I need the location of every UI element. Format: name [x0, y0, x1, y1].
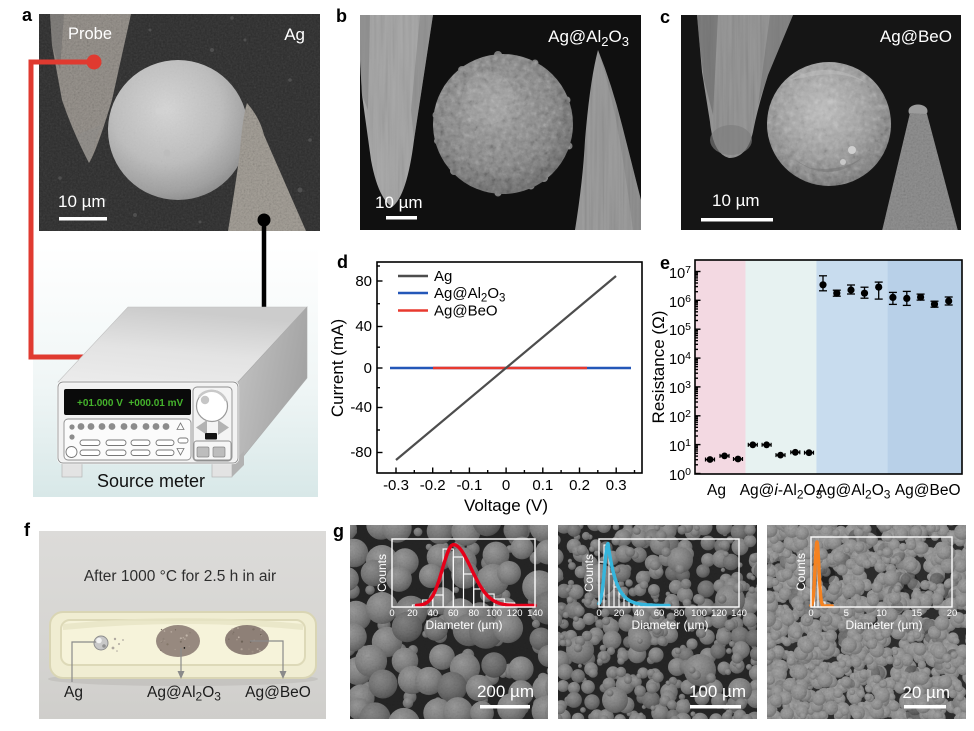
svg-text:+01.000 V +000.01 mV: +01.000 V +000.01 mV: [77, 398, 184, 409]
svg-text:Ag: Ag: [284, 25, 305, 44]
svg-text:100: 100: [691, 608, 707, 619]
svg-text:c: c: [660, 7, 670, 27]
svg-text:Ag@Al2O3: Ag@Al2O3: [434, 285, 505, 305]
svg-text:0.3: 0.3: [606, 477, 627, 494]
svg-text:-0.3: -0.3: [383, 477, 409, 494]
svg-text:Diameter (µm): Diameter (µm): [632, 618, 709, 632]
svg-text:40: 40: [428, 608, 439, 619]
svg-text:103: 103: [669, 379, 691, 397]
svg-text:100: 100: [486, 608, 502, 619]
svg-text:100: 100: [669, 466, 691, 484]
svg-text:Ag: Ag: [64, 684, 83, 701]
svg-text:0: 0: [364, 360, 372, 377]
svg-text:Counts: Counts: [794, 553, 808, 591]
svg-text:After 1000 °C for 2.5 h in air: After 1000 °C for 2.5 h in air: [84, 568, 276, 585]
svg-text:20: 20: [614, 608, 625, 619]
svg-text:Diameter (µm): Diameter (µm): [426, 618, 503, 632]
svg-text:40: 40: [634, 608, 645, 619]
svg-text:10 µm: 10 µm: [375, 193, 423, 212]
svg-text:40: 40: [355, 318, 372, 335]
svg-text:10 µm: 10 µm: [712, 191, 760, 210]
svg-text:120: 120: [507, 608, 523, 619]
svg-text:Counts: Counts: [375, 554, 389, 592]
svg-text:80: 80: [674, 608, 685, 619]
svg-text:-0.2: -0.2: [420, 477, 446, 494]
svg-text:80: 80: [355, 273, 372, 290]
svg-text:Resistance (Ω): Resistance (Ω): [649, 311, 668, 424]
svg-text:5: 5: [844, 608, 849, 619]
svg-text:Ag: Ag: [707, 482, 726, 499]
svg-text:0.2: 0.2: [569, 477, 590, 494]
svg-text:80: 80: [468, 608, 479, 619]
svg-text:0: 0: [808, 608, 813, 619]
svg-text:102: 102: [669, 408, 691, 426]
svg-text:d: d: [337, 252, 348, 272]
svg-text:0: 0: [596, 608, 601, 619]
svg-text:60: 60: [448, 608, 459, 619]
svg-text:20: 20: [947, 608, 958, 619]
svg-text:20 µm: 20 µm: [902, 683, 950, 702]
svg-text:-40: -40: [350, 399, 372, 416]
svg-text:104: 104: [669, 350, 691, 368]
svg-text:100 µm: 100 µm: [689, 682, 746, 701]
svg-text:Ag@Al2O3: Ag@Al2O3: [817, 482, 891, 502]
svg-text:-80: -80: [350, 444, 372, 461]
svg-text:107: 107: [669, 264, 691, 282]
svg-text:Ag@Al2O3: Ag@Al2O3: [548, 27, 629, 49]
svg-text:106: 106: [669, 293, 691, 311]
svg-text:Current (mA): Current (mA): [328, 319, 347, 417]
svg-text:60: 60: [654, 608, 665, 619]
svg-text:Diameter (µm): Diameter (µm): [846, 618, 923, 632]
svg-text:20: 20: [407, 608, 418, 619]
svg-text:Ag@Al2O3: Ag@Al2O3: [147, 684, 221, 704]
svg-text:Probe: Probe: [68, 25, 112, 43]
svg-text:10: 10: [876, 608, 887, 619]
svg-text:Counts: Counts: [582, 554, 596, 592]
svg-text:f: f: [24, 520, 31, 540]
svg-text:Ag@BeO: Ag@BeO: [880, 27, 952, 46]
svg-text:Ag@i-Al2O3: Ag@i-Al2O3: [740, 482, 823, 502]
svg-text:a: a: [22, 5, 33, 25]
svg-text:120: 120: [711, 608, 727, 619]
svg-text:Source meter: Source meter: [97, 471, 205, 491]
svg-text:10 µm: 10 µm: [58, 192, 106, 211]
svg-text:Voltage (V): Voltage (V): [464, 496, 548, 515]
svg-text:Ag: Ag: [434, 268, 452, 285]
svg-text:Ag@BeO: Ag@BeO: [434, 303, 498, 320]
svg-text:g: g: [333, 521, 344, 541]
svg-text:140: 140: [731, 608, 747, 619]
svg-text:b: b: [336, 6, 347, 26]
svg-text:Ag@BeO: Ag@BeO: [895, 482, 961, 499]
svg-text:101: 101: [669, 437, 691, 455]
svg-text:200 µm: 200 µm: [477, 682, 534, 701]
svg-text:0: 0: [389, 608, 394, 619]
svg-text:0.1: 0.1: [532, 477, 553, 494]
svg-text:Ag@BeO: Ag@BeO: [245, 684, 311, 701]
svg-text:e: e: [660, 253, 670, 273]
svg-text:15: 15: [912, 608, 923, 619]
svg-text:140: 140: [527, 608, 543, 619]
svg-text:-0.1: -0.1: [456, 477, 482, 494]
svg-text:105: 105: [669, 321, 691, 339]
svg-text:0: 0: [502, 477, 510, 494]
